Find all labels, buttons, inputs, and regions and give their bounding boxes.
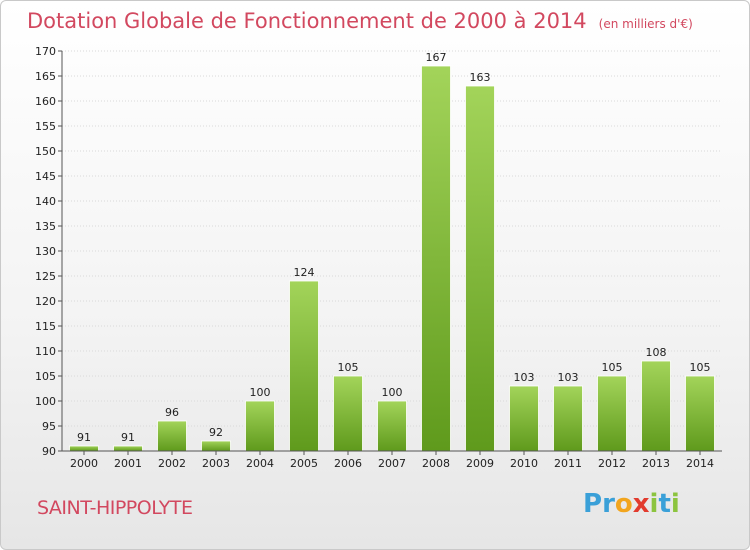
x-tick-label: 2013 bbox=[642, 457, 670, 470]
x-tick-label: 2014 bbox=[686, 457, 714, 470]
bar bbox=[641, 360, 671, 452]
bar-value-label: 92 bbox=[209, 426, 223, 439]
bar-value-label: 91 bbox=[77, 431, 91, 444]
bar bbox=[201, 440, 231, 452]
x-tick-label: 2007 bbox=[378, 457, 406, 470]
y-tick-label: 165 bbox=[35, 70, 56, 83]
bar bbox=[509, 385, 539, 452]
y-tick-label: 95 bbox=[42, 420, 56, 433]
x-tick-label: 2010 bbox=[510, 457, 538, 470]
bar bbox=[597, 375, 627, 452]
bar bbox=[113, 445, 143, 452]
x-tick-label: 2002 bbox=[158, 457, 186, 470]
bar bbox=[157, 420, 187, 452]
y-tick-label: 90 bbox=[42, 445, 56, 458]
y-tick-label: 120 bbox=[35, 295, 56, 308]
bar-value-label: 163 bbox=[470, 71, 491, 84]
x-tick-label: 2008 bbox=[422, 457, 450, 470]
x-tick-label: 2004 bbox=[246, 457, 274, 470]
y-tick-label: 115 bbox=[35, 320, 56, 333]
bar bbox=[553, 385, 583, 452]
bar-value-label: 124 bbox=[294, 266, 315, 279]
x-tick-label: 2003 bbox=[202, 457, 230, 470]
bar-value-label: 105 bbox=[338, 361, 359, 374]
y-tick-label: 140 bbox=[35, 195, 56, 208]
y-tick-label: 145 bbox=[35, 170, 56, 183]
chart-title-text: Dotation Globale de Fonctionnement de 20… bbox=[27, 9, 587, 33]
y-tick-label: 125 bbox=[35, 270, 56, 283]
logo-letter: t bbox=[658, 489, 671, 519]
bar bbox=[245, 400, 275, 452]
bar-value-label: 100 bbox=[250, 386, 271, 399]
logo-letter: P bbox=[583, 489, 603, 519]
bar-value-label: 91 bbox=[121, 431, 135, 444]
bar bbox=[465, 85, 495, 452]
logo-letter: x bbox=[632, 489, 650, 519]
y-tick-label: 100 bbox=[35, 395, 56, 408]
x-tick-label: 2005 bbox=[290, 457, 318, 470]
bar-value-label: 105 bbox=[690, 361, 711, 374]
logo-letter: i bbox=[670, 489, 680, 519]
bar-value-label: 105 bbox=[602, 361, 623, 374]
bar-value-label: 96 bbox=[165, 406, 179, 419]
y-tick-label: 130 bbox=[35, 245, 56, 258]
logo-letter: i bbox=[649, 489, 659, 519]
y-tick-label: 135 bbox=[35, 220, 56, 233]
x-tick-label: 2011 bbox=[554, 457, 582, 470]
x-tick-label: 2009 bbox=[466, 457, 494, 470]
y-tick-label: 105 bbox=[35, 370, 56, 383]
bar-value-label: 108 bbox=[646, 346, 667, 359]
bar bbox=[69, 445, 99, 452]
bar bbox=[685, 375, 715, 452]
logo-letter: o bbox=[614, 489, 633, 519]
x-tick-label: 2012 bbox=[598, 457, 626, 470]
bar bbox=[333, 375, 363, 452]
chart-unit: (en milliers d'€) bbox=[598, 17, 693, 31]
x-tick-label: 2001 bbox=[114, 457, 142, 470]
x-tick-label: 2000 bbox=[70, 457, 98, 470]
y-tick-label: 160 bbox=[35, 95, 56, 108]
bar bbox=[289, 280, 319, 452]
y-tick-label: 170 bbox=[35, 45, 56, 58]
proxiti-logo: Proxiti bbox=[583, 489, 680, 519]
bar-value-label: 103 bbox=[514, 371, 535, 384]
bar-layer: 91 91 96 92 100 124 105 100 167 163 103 103 105 108 10… bbox=[69, 51, 715, 452]
logo-letter: r bbox=[602, 489, 615, 519]
axis-layer: 90 95 100 105 110 115 120 125 130 135 140 145 150 155… bbox=[35, 45, 722, 470]
y-tick-label: 150 bbox=[35, 145, 56, 158]
bar-value-label: 100 bbox=[382, 386, 403, 399]
bar-value-label: 103 bbox=[558, 371, 579, 384]
y-tick-label: 110 bbox=[35, 345, 56, 358]
town-name: SAINT-HIPPOLYTE bbox=[37, 497, 193, 519]
y-tick-label: 155 bbox=[35, 120, 56, 133]
chart-title: Dotation Globale de Fonctionnement de 20… bbox=[27, 9, 693, 33]
bar bbox=[377, 400, 407, 452]
x-tick-label: 2006 bbox=[334, 457, 362, 470]
bar-value-label: 167 bbox=[426, 51, 447, 64]
bar bbox=[421, 65, 451, 452]
